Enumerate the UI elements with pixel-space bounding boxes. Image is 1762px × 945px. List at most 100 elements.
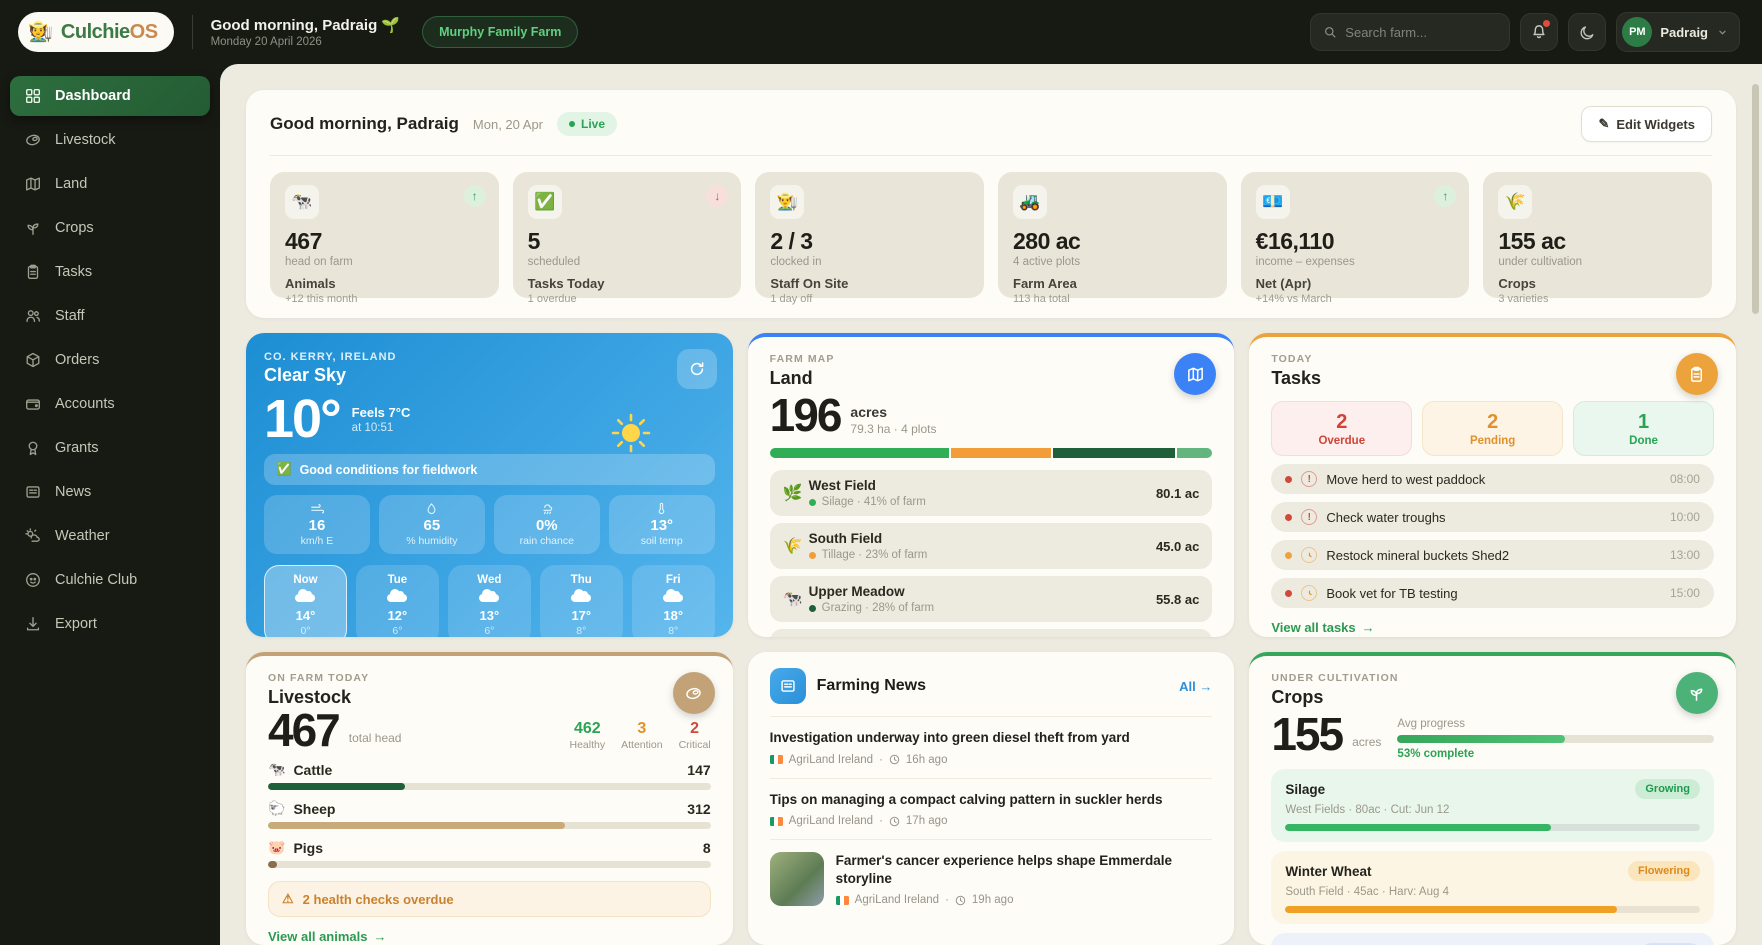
dark-mode-toggle[interactable] [1568,13,1606,51]
brand-name-primary: Culchie [61,21,130,43]
field-row-west-field[interactable]: 🌿 West Field Silage · 41% of farm 80.1 a… [770,470,1213,516]
map-icon [1186,365,1205,384]
weather-condition: Clear Sky [264,365,715,386]
notifications-button[interactable] [1520,13,1558,51]
live-dot [569,121,575,127]
land-use-dot [809,552,816,559]
search-box[interactable] [1310,13,1510,51]
stat-card-tasks-today[interactable]: ✅ ↓ 5 scheduled Tasks Today 1 overdue [513,172,742,298]
news-item[interactable]: Tips on managing a compact calving patte… [770,779,1213,841]
tasks-title: Tasks [1271,368,1714,389]
cow-icon: 🐄 [285,185,319,219]
farmer-logo-icon: 🧑‍🌾 [28,22,53,42]
stat-card-animals[interactable]: 🐄 ↑ 467 head on farm Animals +12 this mo… [270,172,499,298]
weather-feels: Feels 7°C [352,405,411,420]
view-all-tasks-link[interactable]: View all tasks→ [1271,620,1714,635]
scrollbar-thumb[interactable] [1752,84,1759,314]
field-row-south-field[interactable]: 🌾 South Field Tillage · 23% of farm 45.0… [770,523,1213,569]
forecast-day-tue[interactable]: Tue 12°6° [356,565,439,637]
farmer-icon: 👨‍🌾 [770,185,804,219]
cattle-bar [268,783,405,790]
map-icon [24,175,42,193]
brand-name-secondary: OS [130,21,158,43]
sidebar-item-land[interactable]: Land [10,164,210,204]
profile-menu[interactable]: PM Padraig [1616,12,1740,52]
view-all-animals-link[interactable]: View all animals→ [268,929,711,944]
segment-silage [770,448,949,458]
status-dot [1285,514,1292,521]
clock-icon [955,895,966,906]
search-input[interactable] [1345,25,1497,40]
page-date: Mon, 20 Apr [473,117,543,132]
field-row-river-parcel[interactable]: 🌲 River Parcel Woodland · 8% of farm 15.… [770,629,1213,637]
sidebar-item-tasks[interactable]: Tasks [10,252,210,292]
forecast-day-now[interactable]: Now 14°0° [264,565,347,637]
main-content: Good morning, Padraig Mon, 20 Apr Live ✎… [220,64,1762,945]
sidebar-item-culchie-club[interactable]: Culchie Club [10,560,210,600]
dashboard-icon [24,87,42,105]
sidebar-item-export[interactable]: Export [10,604,210,644]
task-row[interactable]: ! Check water troughs 10:00 [1271,502,1714,532]
status-badge: Flowering [1628,861,1700,881]
forecast-day-wed[interactable]: Wed 13°6° [448,565,531,637]
crops-kicker: UNDER CULTIVATION [1271,672,1714,684]
sun-icon [609,411,653,455]
open-crops-button[interactable] [1676,672,1718,714]
divider [192,15,193,49]
crop-item-winter-wheat[interactable]: Winter WheatFlowering South Field · 45ac… [1271,851,1714,924]
field-row-upper-meadow[interactable]: 🐄 Upper Meadow Grazing · 28% of farm 55.… [770,576,1213,622]
clipboard-icon [1687,365,1706,384]
task-row[interactable]: Book vet for TB testing 15:00 [1271,578,1714,608]
sidebar-item-accounts[interactable]: Accounts [10,384,210,424]
sidebar-item-crops[interactable]: Crops [10,208,210,248]
task-row[interactable]: ! Move herd to west paddock 08:00 [1271,464,1714,494]
cloud-icon [571,594,591,602]
weather-temp: 10° [264,392,340,446]
soil-temp-stat: 13° soil temp [609,495,715,554]
stat-card-crops[interactable]: 🌾 155 ac under cultivation Crops 3 varie… [1483,172,1712,298]
open-livestock-button[interactable] [673,672,715,714]
sidebar-item-grants[interactable]: Grants [10,428,210,468]
crop-item-spring-barley[interactable]: Spring BarleySeeded Top Field · 30ac · S… [1271,933,1714,945]
land-sub: 79.3 ha · 4 plots [850,422,936,436]
crops-widget: UNDER CULTIVATION Crops 155 acres Avg pr… [1249,652,1736,945]
crop-item-silage[interactable]: SilageGrowing West Fields · 80ac · Cut: … [1271,769,1714,842]
pigs-bar [268,861,277,868]
news-item[interactable]: Investigation underway into green diesel… [770,717,1213,779]
cloud-sun-icon [24,527,42,545]
news-title: Farming News [817,677,926,695]
droplet-icon [425,502,438,515]
app-logo[interactable]: 🧑‍🌾 CulchieOS [18,12,174,52]
stat-card-net[interactable]: 💶 ↑ €16,110 income – expenses Net (Apr) … [1241,172,1470,298]
crop-progress-bar [1285,824,1550,831]
ireland-flag-icon [836,896,849,905]
wheat-icon: 🌾 [783,536,809,556]
sidebar-item-livestock[interactable]: Livestock [10,120,210,160]
status-badge: Growing [1635,779,1700,799]
sidebar-item-news[interactable]: News [10,472,210,512]
sidebar-item-staff[interactable]: Staff [10,296,210,336]
stat-card-farm-area[interactable]: 🚜 280 ac 4 active plots Farm Area 113 ha… [998,172,1227,298]
land-acres-value: 196 [770,395,841,436]
refresh-icon [688,360,706,378]
status-dot [1285,476,1292,483]
open-tasks-button[interactable] [1676,353,1718,395]
edit-widgets-button[interactable]: ✎Edit Widgets [1581,106,1712,142]
clock-icon [1301,585,1317,601]
culchie-club-logo [24,571,42,589]
sidebar-item-orders[interactable]: Orders [10,340,210,380]
sidebar-item-weather[interactable]: Weather [10,516,210,556]
stat-card-staff[interactable]: 👨‍🌾 2 / 3 clocked in Staff On Site 1 day… [755,172,984,298]
news-all-link[interactable]: All → [1179,679,1212,694]
overdue-chip: 2Overdue [1271,401,1412,456]
task-row[interactable]: Restock mineral buckets Shed2 13:00 [1271,540,1714,570]
forecast-day-thu[interactable]: Thu 17°8° [540,565,623,637]
refresh-button[interactable] [677,349,717,389]
forecast-day-fri[interactable]: Fri 18°8° [632,565,715,637]
sidebar-item-dashboard[interactable]: Dashboard [10,76,210,116]
status-dot [1285,552,1292,559]
users-icon [24,307,42,325]
cow-icon: 🐄 [783,589,809,609]
news-item[interactable]: Farmer's cancer experience helps shape E… [770,840,1213,918]
award-icon [24,439,42,457]
